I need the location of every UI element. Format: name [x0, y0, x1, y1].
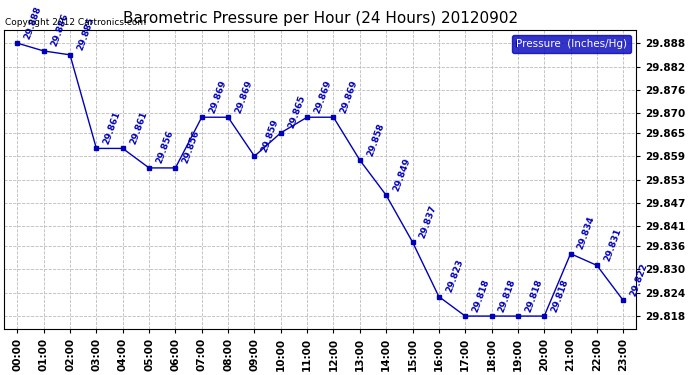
Text: 29.834: 29.834	[576, 215, 597, 251]
Title: Barometric Pressure per Hour (24 Hours) 20120902: Barometric Pressure per Hour (24 Hours) …	[123, 10, 518, 26]
Text: 29.869: 29.869	[313, 79, 333, 114]
Legend: Pressure  (Inches/Hg): Pressure (Inches/Hg)	[512, 35, 631, 53]
Text: 29.818: 29.818	[497, 278, 518, 313]
Text: 29.869: 29.869	[339, 79, 359, 114]
Text: 29.849: 29.849	[392, 156, 412, 192]
Text: 29.818: 29.818	[524, 278, 544, 313]
Text: 29.837: 29.837	[418, 203, 438, 239]
Text: 29.822: 29.822	[629, 262, 649, 298]
Text: 29.888: 29.888	[23, 4, 43, 40]
Text: 29.861: 29.861	[128, 110, 148, 146]
Text: 29.885: 29.885	[76, 16, 96, 52]
Text: 29.859: 29.859	[260, 118, 280, 153]
Text: 29.856: 29.856	[181, 129, 201, 165]
Text: 29.818: 29.818	[550, 278, 570, 313]
Text: 29.818: 29.818	[471, 278, 491, 313]
Text: Copyright 2012 Cartronics.com: Copyright 2012 Cartronics.com	[5, 18, 146, 27]
Text: 29.823: 29.823	[444, 258, 465, 294]
Text: 29.831: 29.831	[602, 227, 623, 262]
Text: 29.861: 29.861	[102, 110, 122, 146]
Text: 29.886: 29.886	[49, 12, 70, 48]
Text: 29.869: 29.869	[207, 79, 228, 114]
Text: 29.865: 29.865	[286, 94, 306, 130]
Text: 29.869: 29.869	[234, 79, 254, 114]
Text: 29.856: 29.856	[155, 129, 175, 165]
Text: 29.858: 29.858	[366, 122, 386, 158]
